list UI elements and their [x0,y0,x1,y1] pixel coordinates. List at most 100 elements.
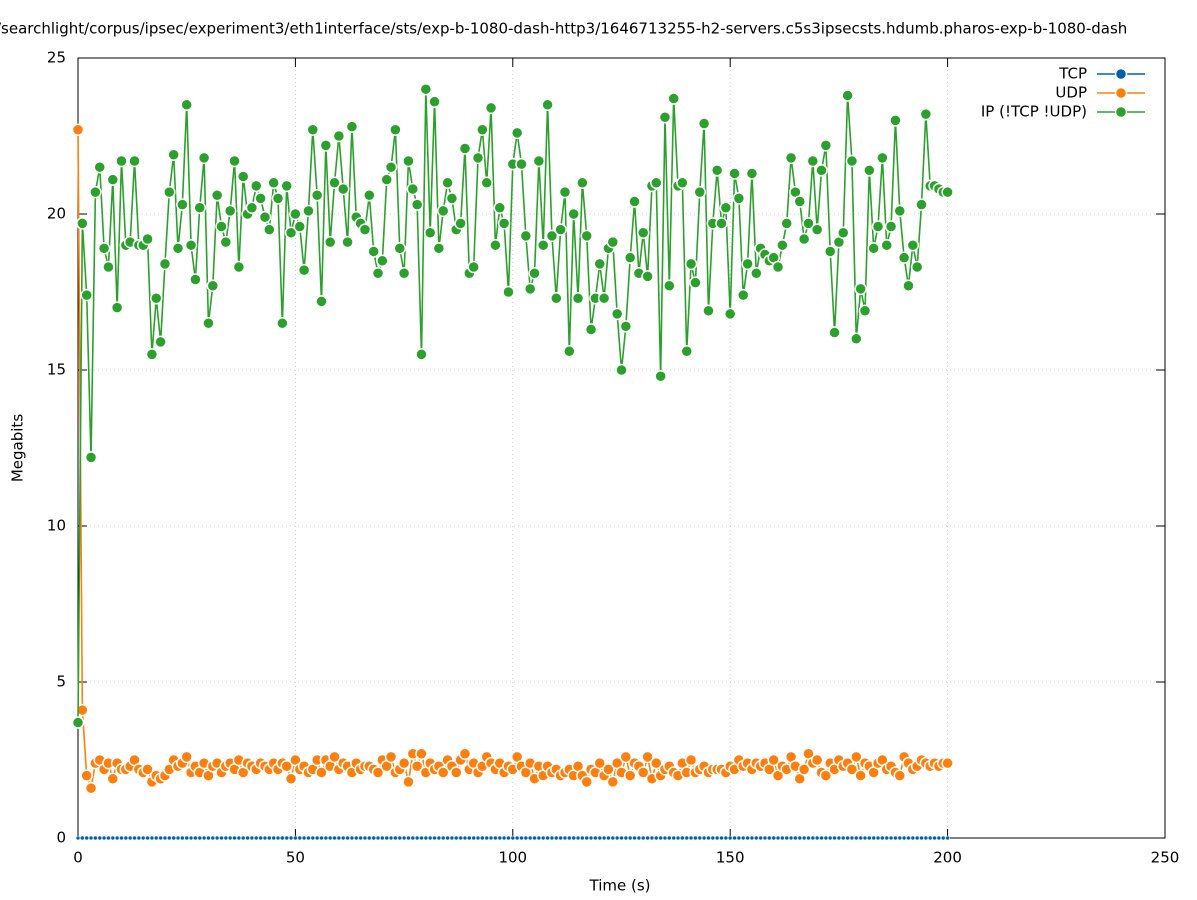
data-point [93,835,98,841]
data-point [571,835,576,841]
data-point [676,176,689,190]
data-point [271,835,276,841]
data-point [289,207,302,221]
data-point [436,204,450,218]
data-point [597,835,603,841]
data-point [89,185,102,199]
data-point [402,154,415,168]
data-point [540,835,546,841]
x-tick-label: 250 [1151,849,1180,867]
data-point [427,835,433,841]
data-point [250,179,263,193]
data-point [110,301,124,314]
data-point [419,835,424,841]
data-point [176,198,189,211]
data-point [628,195,641,208]
data-point [684,835,689,841]
data-point [301,835,307,841]
data-point [667,92,680,105]
legend-marker [1114,67,1128,81]
data-point [745,167,759,180]
data-point [493,201,507,215]
data-point [140,835,146,841]
data-point [784,835,789,841]
data-point [471,151,485,165]
data-point [654,369,667,383]
data-point [280,835,285,841]
data-point [367,835,372,841]
data-point [845,763,859,776]
data-point [528,267,541,280]
data-point [280,179,293,193]
data-point [293,835,298,841]
data-point [741,257,754,271]
data-point [910,260,924,274]
data-point [819,835,824,841]
data-point [476,123,489,137]
data-point [84,835,89,841]
data-point [510,835,516,841]
data-point [606,775,620,789]
data-point [197,835,202,841]
series [75,835,950,841]
data-point [793,195,807,208]
data-point [862,835,868,841]
data-point [910,835,916,841]
data-point [484,835,489,841]
data-point [689,276,702,289]
data-point [376,254,389,268]
x-tick-label: 150 [716,849,745,867]
data-point [606,235,620,249]
data-point [719,201,733,215]
data-point [919,107,933,121]
data-point [302,204,315,218]
data-point [210,189,224,202]
data-point [258,210,272,224]
data-point [345,835,350,841]
data-point [554,223,567,236]
data-point [871,220,885,233]
data-point [363,189,376,202]
data-point [897,835,903,841]
data-point [650,756,663,770]
data-point [371,835,376,841]
data-point [180,835,185,841]
data-point [158,257,172,271]
data-point [454,835,459,841]
data-point [880,238,893,252]
data-point [532,154,546,168]
data-point [167,148,180,161]
data-point [323,235,337,249]
data-point [467,260,480,274]
data-point [623,769,637,782]
data-point [832,835,837,841]
data-point [397,267,411,280]
data-point [236,170,250,183]
data-point [815,164,828,177]
data-point [688,835,694,841]
data-point [571,291,585,305]
data-point [458,747,472,761]
data-point [358,223,372,236]
data-point [180,750,193,764]
data-point [388,835,394,841]
data-point [97,835,102,841]
chart-title: /searchlight/corpus/ipsec/experiment3/et… [0,20,1127,38]
data-point [840,835,846,841]
data-point [549,835,555,841]
data-point [332,129,346,143]
data-point [219,235,233,249]
data-point [723,307,737,321]
data-point [710,835,716,841]
data-point [575,835,581,841]
data-point [84,451,98,464]
data-point [732,192,746,205]
data-point [375,835,381,841]
data-point [802,217,815,230]
data-point [380,835,385,841]
y-tick-label: 0 [56,829,66,847]
data-point [780,217,793,230]
data-point [750,267,763,280]
data-point [362,835,368,841]
